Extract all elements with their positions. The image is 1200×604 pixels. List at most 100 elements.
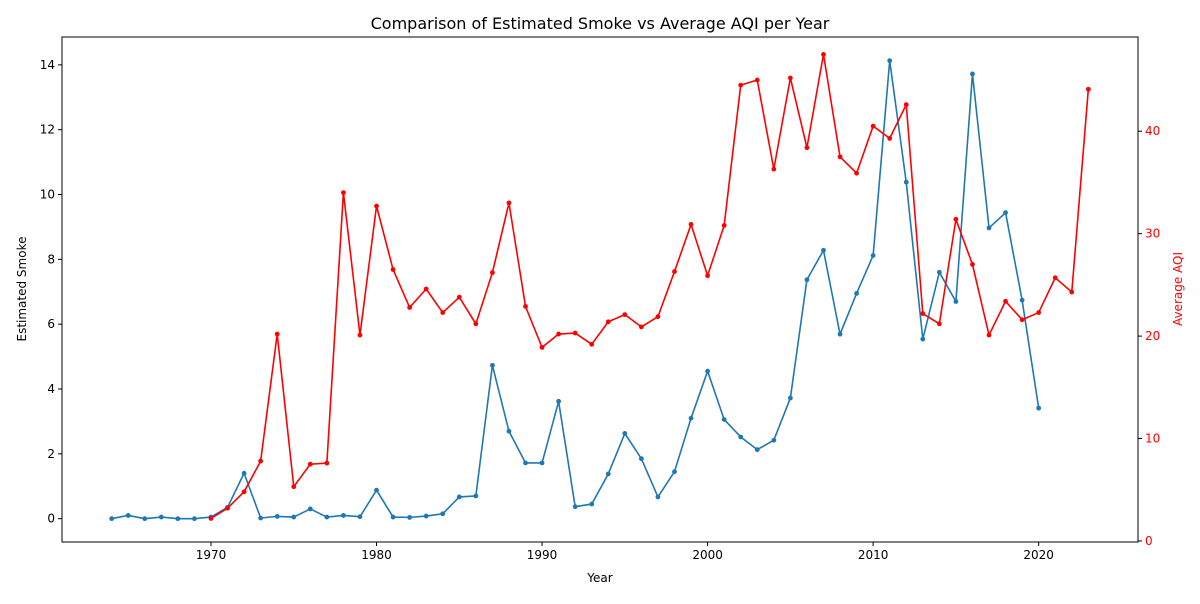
aqi-data-point <box>291 484 297 490</box>
x-tick-label: 1970 <box>196 548 227 562</box>
aqi-data-point <box>655 314 661 320</box>
aqi-data-point <box>787 75 793 81</box>
smoke-data-point <box>423 513 429 519</box>
aqi-data-point <box>456 294 462 300</box>
smoke-data-point <box>854 290 859 296</box>
smoke-data-point <box>572 504 578 510</box>
smoke-data-point <box>324 514 330 520</box>
aqi-data-point <box>307 461 313 467</box>
aqi-data-point <box>208 516 214 521</box>
aqi-data-point <box>837 154 843 160</box>
plot-frame <box>61 36 1139 543</box>
aqi-data-point <box>936 321 942 327</box>
smoke-data-point <box>953 299 959 304</box>
smoke-data-point <box>655 494 661 500</box>
aqi-data-point <box>1052 275 1058 281</box>
aqi-data-point <box>506 200 512 206</box>
x-axis-label: Year <box>586 571 612 585</box>
y-axis-left-label: Estimated Smoke <box>15 237 29 342</box>
smoke-data-point <box>738 434 744 440</box>
x-tick-label: 2010 <box>858 548 889 562</box>
aqi-data-point <box>324 460 330 466</box>
smoke-data-point <box>456 494 462 500</box>
y-right-tick-label: 20 <box>1145 329 1160 343</box>
aqi-data-point <box>274 331 280 337</box>
smoke-data-point <box>341 513 346 518</box>
smoke-data-point <box>970 71 975 77</box>
smoke-data-point <box>390 514 396 520</box>
smoke-data-point <box>307 506 313 512</box>
y-right-tick-label: 40 <box>1145 124 1160 138</box>
smoke-data-point <box>887 58 893 64</box>
smoke-data-point <box>291 514 297 520</box>
aqi-data-point <box>341 190 346 196</box>
aqi-data-point <box>854 170 859 176</box>
aqi-data-point <box>638 324 644 330</box>
axis-ticks: 1970 1980 1990 2000 2010 2020 0 2 4 6 8 10 12 14 0 10 20… <box>40 58 1161 562</box>
smoke-data-point <box>936 269 942 275</box>
aqi-data-point <box>738 82 744 88</box>
aqi-data-point <box>225 505 230 511</box>
aqi-series-line <box>210 53 1090 520</box>
y-left-tick-label: 10 <box>40 188 55 202</box>
aqi-data-point <box>440 310 446 315</box>
aqi-data-point <box>407 305 413 310</box>
smoke-data-point <box>258 515 264 521</box>
smoke-data-point <box>986 225 992 231</box>
aqi-data-point <box>390 267 396 272</box>
aqi-data-point <box>622 312 628 317</box>
aqi-data-point <box>1069 289 1075 295</box>
aqi-data-point <box>1019 317 1025 323</box>
smoke-data-point <box>440 511 446 517</box>
y-left-tick-label: 8 <box>47 252 55 266</box>
y-right-tick-label: 10 <box>1145 432 1160 446</box>
y-left-tick-label: 12 <box>40 123 55 137</box>
smoke-data-point <box>473 493 479 499</box>
aqi-data-point <box>473 321 479 327</box>
smoke-data-point <box>870 253 876 258</box>
smoke-data-point <box>407 514 413 520</box>
y-right-tick-label: 0 <box>1145 534 1153 548</box>
aqi-data-point <box>374 203 379 209</box>
aqi-data-point <box>705 273 710 279</box>
aqi-data-point <box>672 269 677 274</box>
aqi-data-point <box>953 216 959 222</box>
aqi-data-point <box>771 166 777 172</box>
x-tick-label: 2000 <box>692 548 723 562</box>
aqi-data-point <box>572 330 578 336</box>
aqi-data-point <box>804 145 810 151</box>
aqi-data-point <box>870 123 876 129</box>
smoke-data-point <box>192 516 197 522</box>
smoke-data-point <box>125 513 131 518</box>
y-left-tick-label: 6 <box>47 317 55 331</box>
smoke-data-point <box>771 437 777 443</box>
aqi-data-point <box>423 286 429 292</box>
smoke-data-point <box>1003 210 1008 216</box>
y-left-tick-label: 4 <box>47 382 55 396</box>
smoke-data-point <box>556 398 562 404</box>
smoke-data-point <box>721 417 727 422</box>
x-tick-label: 1990 <box>527 548 558 562</box>
smoke-data-point <box>589 501 595 507</box>
aqi-data-point <box>970 262 975 267</box>
smoke-data-point <box>787 395 793 401</box>
aqi-data-point <box>523 304 528 309</box>
smoke-data-point <box>142 516 148 522</box>
x-tick-label: 1980 <box>361 548 392 562</box>
smoke-data-point <box>241 470 247 476</box>
series-points <box>109 52 1091 522</box>
y-left-tick-label: 2 <box>47 447 55 461</box>
aqi-data-point <box>556 331 562 337</box>
smoke-data-point <box>1036 405 1042 411</box>
aqi-data-point <box>1003 298 1008 304</box>
aqi-data-point <box>986 332 992 338</box>
smoke-data-point <box>837 331 843 337</box>
aqi-data-point <box>490 270 495 275</box>
chart-title: Comparison of Estimated Smoke vs Average… <box>371 14 830 33</box>
x-tick-label: 2020 <box>1023 548 1054 562</box>
aqi-data-point <box>605 319 611 325</box>
smoke-data-point <box>638 456 644 462</box>
y-left-tick-label: 0 <box>47 512 55 526</box>
